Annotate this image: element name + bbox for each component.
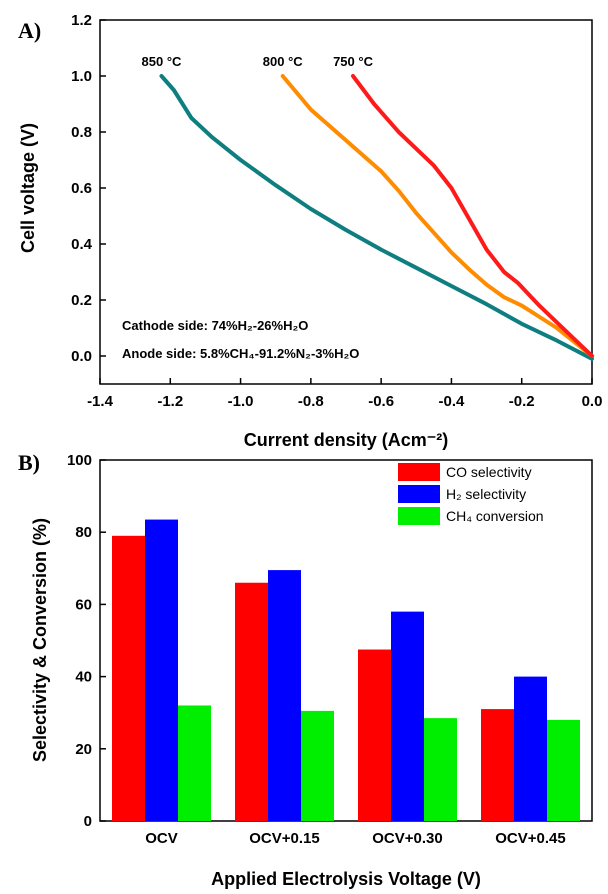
panel-b-y-tick-label: 40 — [75, 669, 92, 686]
panel-a-x-tick-label: -0.8 — [298, 393, 324, 410]
panel-a-plot-frame — [99, 19, 593, 385]
legend-swatch — [398, 485, 440, 503]
legend-swatch — [398, 507, 440, 525]
panel-a-y-tick-label: 0.2 — [71, 292, 92, 309]
panel-b-y-axis-label: Selectivity & Conversion (%) — [30, 518, 50, 762]
panel-a-y-tick-label: 0.6 — [71, 180, 92, 197]
legend-label: CO selectivity — [446, 464, 532, 480]
bar-h2-selectivity — [391, 611, 424, 821]
bar-h2-selectivity — [514, 676, 547, 821]
panel-a-label: A) — [18, 18, 41, 43]
panel-a-x-axis-label: Current density (Acm⁻²) — [244, 430, 449, 450]
panel-b-y-tick-label: 80 — [75, 524, 92, 541]
bar-h2-selectivity — [145, 519, 178, 821]
panel-b-x-tick-label: OCV+0.45 — [495, 830, 565, 847]
panel-a-y-tick-label: 0.8 — [71, 124, 92, 141]
panel-a-y-axis-label: Cell voltage (V) — [18, 123, 38, 253]
panel-a-x-tick-label: 0.0 — [582, 393, 603, 410]
series-label-850: 850 °C — [142, 54, 183, 69]
panel-b-label: B) — [18, 450, 40, 475]
panel-b: B) 0 20 40 60 80 100 OCV OCV+0.15 OCV+0.30 OCV+0.… — [18, 450, 593, 889]
panel-a-x-tick-label: -1.0 — [228, 393, 254, 410]
panel-a-series: 850 °C 800 °C 750 °C — [142, 54, 594, 361]
legend-label: CH₄ conversion — [446, 508, 544, 524]
bar-ch4-conversion — [547, 719, 580, 821]
panel-b-x-tick-label: OCV+0.15 — [249, 830, 319, 847]
bar-h2-selectivity — [268, 570, 301, 821]
panel-a-x-tick-label: -0.4 — [438, 393, 465, 410]
panel-a-x-tick-label: -0.6 — [368, 393, 394, 410]
panel-b-x-tick-label: OCV — [145, 830, 178, 847]
panel-a-y-tick-label: 1.0 — [71, 68, 92, 85]
panel-b-bars — [112, 519, 580, 821]
panel-b-x-axis-label: Applied Electrolysis Voltage (V) — [211, 869, 481, 889]
series-label-750: 750 °C — [333, 54, 374, 69]
panel-a-y-tick-label: 0.0 — [71, 348, 92, 365]
legend-swatch — [398, 463, 440, 481]
panel-a-x-tick-label: -1.4 — [87, 393, 114, 410]
panel-a-x-tick-label: -0.2 — [509, 393, 535, 410]
panel-a: A) -1.4 -1.2 -1.0 -0.8 -0.6 -0.4 -0.2 0.0 0.0 0.2… — [18, 12, 602, 450]
panel-a-y-tick-label: 1.2 — [71, 12, 92, 29]
bar-co-selectivity — [235, 582, 268, 821]
panel-b-y-tick-label: 20 — [75, 741, 92, 758]
bar-co-selectivity — [358, 649, 391, 821]
panel-b-y-tick-label: 60 — [75, 596, 92, 613]
anode-annotation: Anode side: 5.8%CH₄-91.2%N₂-3%H₂O — [122, 346, 359, 361]
panel-a-y-tick-label: 0.4 — [71, 236, 93, 253]
panel-b-axis-ticks: 0 20 40 60 80 100 OCV OCV+0.15 OCV+0.30 OCV+0.45 — [67, 452, 566, 847]
bar-co-selectivity — [112, 535, 145, 821]
cathode-annotation: Cathode side: 74%H₂-26%H₂O — [122, 318, 308, 333]
bar-ch4-conversion — [301, 710, 334, 821]
panel-a-x-tick-label: -1.2 — [157, 393, 183, 410]
panel-b-legend: CO selectivity H₂ selectivity CH₄ conversi… — [398, 463, 544, 525]
panel-b-y-tick-label: 0 — [84, 813, 92, 830]
series-line-750 — [351, 74, 594, 358]
series-label-800: 800 °C — [263, 54, 304, 69]
panel-a-axis-ticks: -1.4 -1.2 -1.0 -0.8 -0.6 -0.4 -0.2 0.0 0.0 0.2 0.4… — [71, 12, 602, 410]
legend-label: H₂ selectivity — [446, 486, 526, 502]
series-line-800 — [280, 74, 594, 358]
panel-b-plot-frame — [99, 459, 593, 822]
panel-b-x-tick-label: OCV+0.30 — [372, 830, 442, 847]
bar-ch4-conversion — [424, 718, 457, 821]
panel-b-y-tick-label: 100 — [67, 452, 92, 469]
bar-ch4-conversion — [178, 705, 211, 821]
bar-co-selectivity — [481, 709, 514, 821]
series-line-850 — [159, 74, 594, 361]
